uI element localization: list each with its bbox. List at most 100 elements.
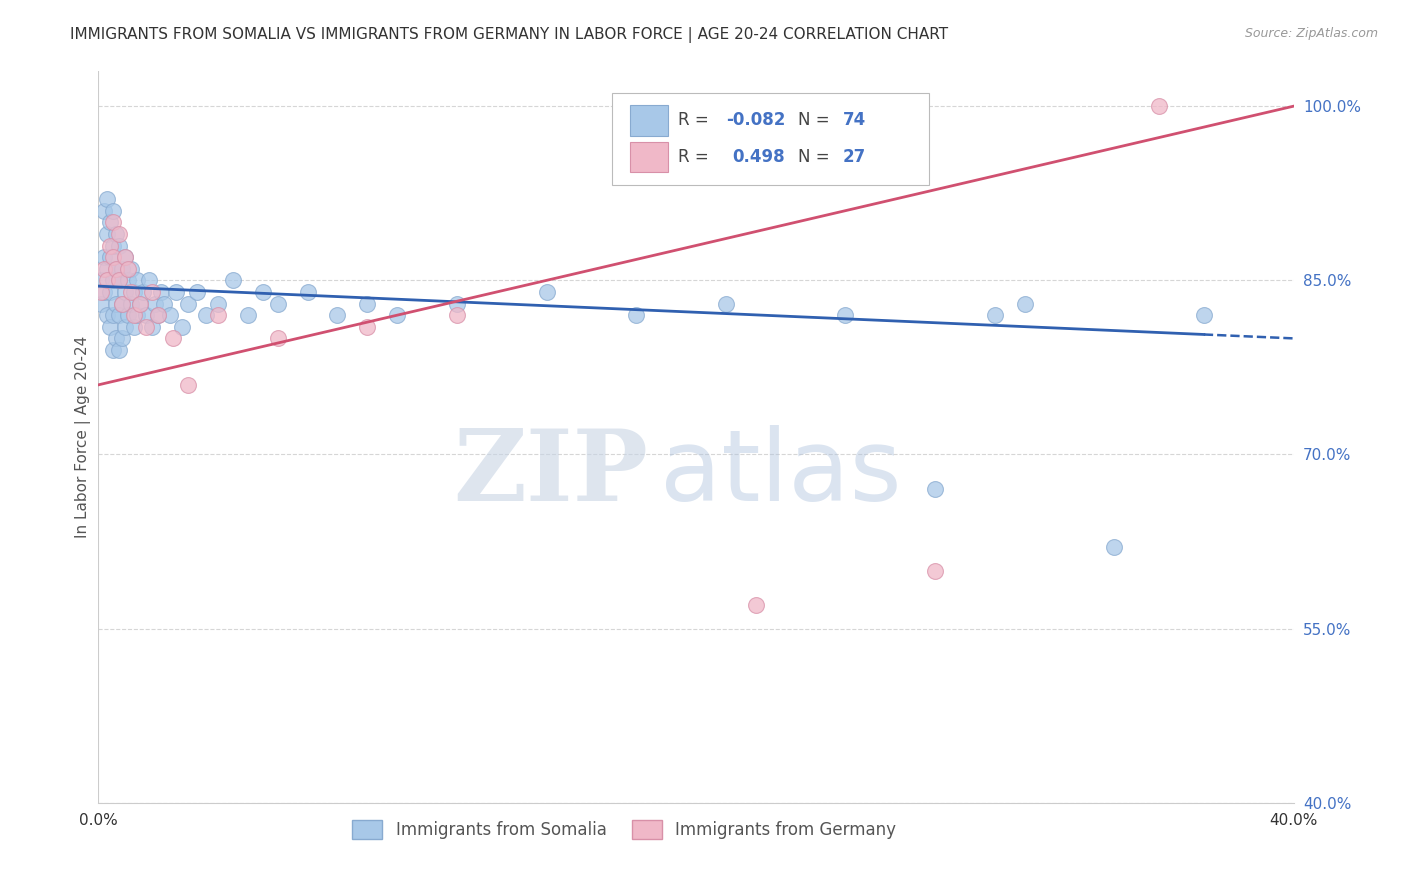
- Point: [114, 285, 136, 299]
- Point: [162, 331, 184, 345]
- Point: [124, 285, 146, 299]
- Point: [90, 296, 112, 310]
- Point: [120, 261, 142, 276]
- Text: 27: 27: [844, 148, 866, 166]
- Point: [186, 285, 208, 299]
- Point: [103, 203, 125, 218]
- Point: [90, 285, 112, 299]
- Text: N =: N =: [797, 112, 834, 129]
- Point: [148, 308, 170, 322]
- Point: [326, 308, 349, 322]
- Point: [98, 285, 122, 299]
- Point: [127, 273, 149, 287]
- Point: [98, 215, 122, 229]
- Point: [93, 203, 115, 218]
- FancyBboxPatch shape: [630, 105, 668, 136]
- Point: [93, 261, 115, 276]
- Point: [117, 273, 139, 287]
- Point: [108, 273, 131, 287]
- Point: [114, 250, 136, 264]
- Point: [297, 285, 319, 299]
- Point: [222, 273, 245, 287]
- Text: atlas: atlas: [661, 425, 901, 522]
- Point: [93, 250, 115, 264]
- Point: [120, 296, 142, 310]
- Point: [924, 564, 946, 578]
- Y-axis label: In Labor Force | Age 20-24: In Labor Force | Age 20-24: [76, 336, 91, 538]
- Point: [98, 250, 122, 264]
- Point: [195, 308, 218, 322]
- Point: [108, 343, 131, 357]
- Text: ZIP: ZIP: [453, 425, 648, 522]
- Point: [98, 238, 122, 252]
- Point: [105, 261, 128, 276]
- Point: [385, 308, 409, 322]
- Legend: Immigrants from Somalia, Immigrants from Germany: Immigrants from Somalia, Immigrants from…: [346, 814, 903, 846]
- Point: [159, 308, 181, 322]
- Point: [103, 308, 125, 322]
- Point: [105, 227, 128, 241]
- Point: [536, 285, 558, 299]
- Point: [984, 308, 1007, 322]
- Point: [96, 192, 118, 206]
- Point: [111, 331, 134, 345]
- Point: [108, 308, 131, 322]
- Point: [745, 599, 768, 613]
- Point: [108, 238, 131, 252]
- Point: [135, 319, 157, 334]
- Point: [103, 250, 125, 264]
- Point: [1192, 308, 1215, 322]
- Point: [714, 296, 737, 310]
- Point: [356, 296, 378, 310]
- Point: [96, 227, 118, 241]
- Point: [90, 273, 112, 287]
- Point: [207, 308, 229, 322]
- Point: [108, 273, 131, 287]
- Point: [356, 319, 378, 334]
- Point: [105, 331, 128, 345]
- Text: IMMIGRANTS FROM SOMALIA VS IMMIGRANTS FROM GERMANY IN LABOR FORCE | AGE 20-24 CO: IMMIGRANTS FROM SOMALIA VS IMMIGRANTS FR…: [70, 27, 949, 43]
- Point: [252, 285, 274, 299]
- Point: [103, 273, 125, 287]
- Point: [924, 483, 946, 497]
- Point: [446, 308, 468, 322]
- Point: [105, 261, 128, 276]
- Point: [96, 308, 118, 322]
- Point: [177, 296, 200, 310]
- Point: [98, 319, 122, 334]
- Point: [172, 319, 194, 334]
- Text: 74: 74: [844, 112, 866, 129]
- Point: [141, 319, 163, 334]
- Point: [120, 285, 142, 299]
- Point: [124, 308, 146, 322]
- Point: [148, 308, 170, 322]
- Text: 0.498: 0.498: [733, 148, 785, 166]
- Point: [236, 308, 259, 322]
- Point: [153, 296, 176, 310]
- Text: Source: ZipAtlas.com: Source: ZipAtlas.com: [1244, 27, 1378, 40]
- Point: [267, 331, 290, 345]
- Point: [105, 296, 128, 310]
- Point: [103, 215, 125, 229]
- Point: [177, 377, 200, 392]
- Point: [1014, 296, 1036, 310]
- Point: [103, 238, 125, 252]
- Point: [207, 296, 229, 310]
- Point: [150, 285, 173, 299]
- Text: R =: R =: [678, 112, 714, 129]
- Point: [96, 261, 118, 276]
- Point: [127, 308, 149, 322]
- Point: [117, 308, 139, 322]
- Point: [108, 227, 131, 241]
- Point: [111, 296, 134, 310]
- Point: [117, 261, 139, 276]
- Point: [129, 296, 152, 310]
- Point: [129, 296, 152, 310]
- Text: R =: R =: [678, 148, 720, 166]
- Point: [132, 285, 155, 299]
- Point: [124, 319, 146, 334]
- FancyBboxPatch shape: [630, 142, 668, 172]
- Point: [103, 343, 125, 357]
- Point: [93, 285, 115, 299]
- Point: [446, 296, 468, 310]
